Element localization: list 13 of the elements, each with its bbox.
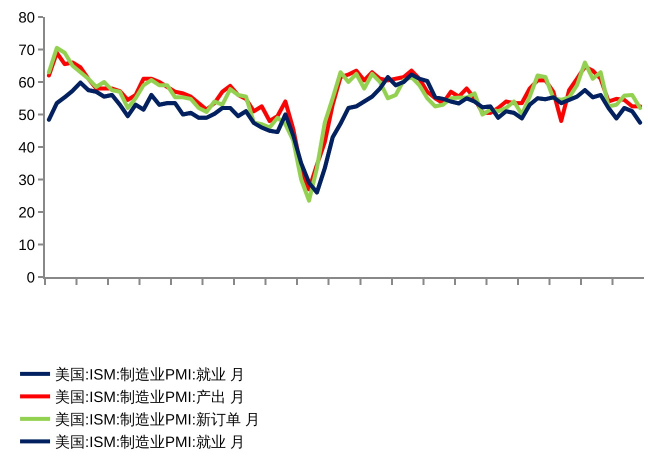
- y-tick-label: 80: [18, 9, 35, 26]
- y-tick-label: 40: [18, 139, 35, 156]
- y-tick-label: 50: [18, 106, 35, 124]
- legend-label: 美国:ISM:制造业PMI:就业 月: [55, 434, 246, 452]
- y-tick-label: 60: [18, 74, 35, 92]
- legend-label: 美国:ISM:制造业PMI:就业 月: [55, 366, 246, 384]
- legend-label: 美国:ISM:制造业PMI:产出 月: [55, 389, 246, 406]
- y-tick-label: 70: [18, 42, 35, 59]
- y-tick-label: 10: [18, 236, 35, 254]
- y-tick-label: 20: [18, 204, 35, 222]
- y-tick-label: 30: [18, 172, 35, 189]
- y-tick-label: 0: [26, 269, 35, 286]
- legend-label: 美国:ISM:制造业PMI:新订单 月: [55, 412, 260, 429]
